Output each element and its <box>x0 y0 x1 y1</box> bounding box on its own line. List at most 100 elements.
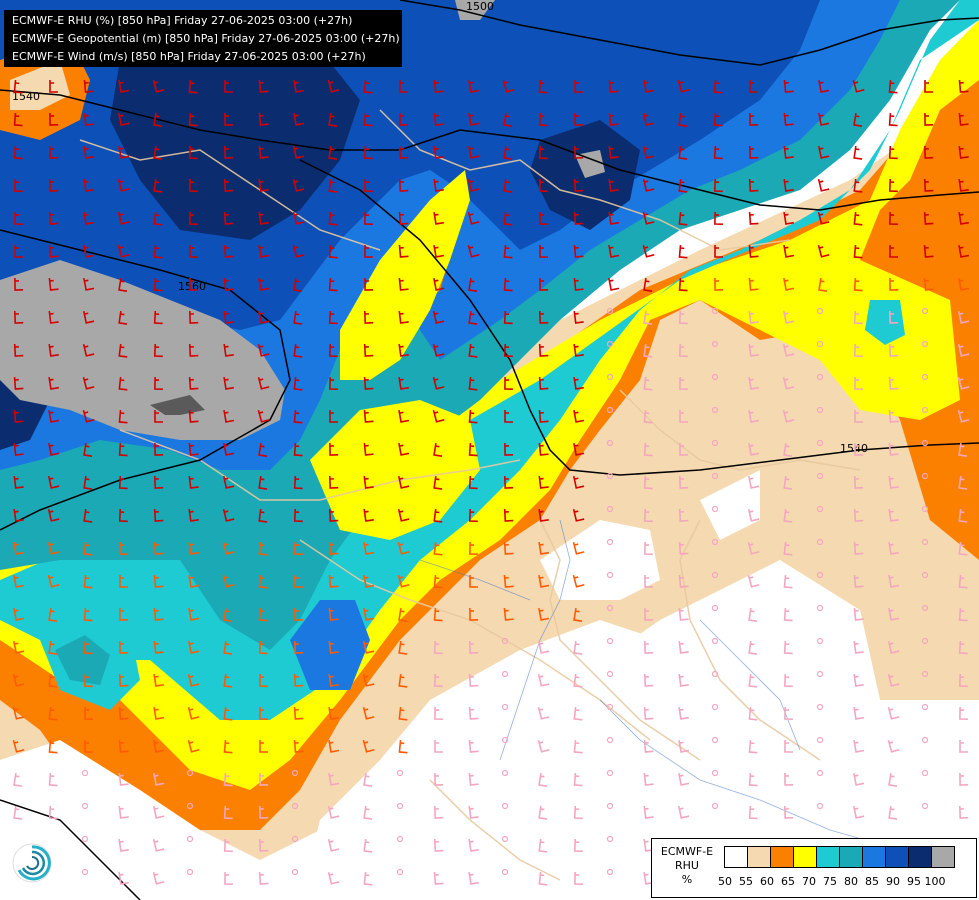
wind-barb <box>223 739 233 754</box>
wind-barb <box>888 178 898 193</box>
wind-barb <box>816 736 824 744</box>
wind-barb <box>292 244 305 258</box>
wind-barb <box>83 211 94 225</box>
wind-barb <box>606 703 614 711</box>
wind-barb <box>468 772 479 786</box>
rhu-75-island-left <box>55 635 110 685</box>
wind-barb <box>714 245 723 258</box>
rhu-95-region-2 <box>455 0 495 20</box>
legend-tick: 65 <box>781 875 795 888</box>
wind-barb <box>223 640 233 655</box>
wind-barb <box>817 211 830 225</box>
wind-barb <box>468 376 478 391</box>
wind-barb <box>48 343 59 357</box>
wind-barb <box>644 541 653 555</box>
wind-barb <box>328 211 338 226</box>
wind-barb <box>643 508 653 523</box>
wind-barb <box>48 640 58 655</box>
wind-barb <box>432 343 445 357</box>
wind-barb <box>606 868 614 876</box>
wind-barb <box>153 673 164 687</box>
wind-barb <box>957 310 970 324</box>
wind-barb <box>84 706 93 720</box>
wind-barb <box>48 277 59 291</box>
wind-barb <box>468 706 479 720</box>
wind-barb <box>538 574 550 588</box>
wind-barb <box>818 79 830 93</box>
wind-barb <box>538 805 548 820</box>
wind-barb <box>538 772 548 787</box>
wind-barb <box>47 574 60 588</box>
wind-barb <box>816 439 824 447</box>
wind-barb <box>711 538 719 546</box>
wind-barb <box>363 508 374 522</box>
rhu-50-region-east <box>700 470 760 540</box>
wind-barb <box>48 607 58 622</box>
wind-barb <box>362 640 375 654</box>
wind-barb <box>503 607 514 621</box>
wind-barb <box>153 508 164 522</box>
wind-barb <box>537 640 550 654</box>
wind-barb <box>748 805 758 820</box>
wind-barb <box>363 838 373 853</box>
wind-barb <box>713 112 723 127</box>
wind-barb <box>816 373 824 381</box>
wind-barb <box>259 772 269 786</box>
wind-barb <box>118 409 128 424</box>
wind-barb <box>363 442 374 456</box>
wind-barb <box>818 277 828 292</box>
wind-barb <box>887 640 900 654</box>
wind-barb <box>714 277 724 291</box>
wind-barb <box>398 706 408 721</box>
wind-barb <box>293 706 304 720</box>
wind-barb <box>291 835 299 843</box>
wind-barb <box>83 277 95 291</box>
wind-barb <box>293 475 303 490</box>
wind-barb <box>434 706 443 720</box>
wind-barb <box>501 868 509 876</box>
wind-barb <box>222 541 235 555</box>
wind-barb <box>48 706 58 721</box>
wind-barb <box>223 409 235 423</box>
wind-barb <box>397 541 410 555</box>
wind-barb <box>958 640 968 655</box>
wind-barb <box>921 769 929 777</box>
wind-barb <box>328 112 338 127</box>
wind-barb <box>293 277 303 292</box>
wind-barb <box>678 508 689 522</box>
wind-barb <box>152 79 165 93</box>
wind-barb <box>817 145 830 159</box>
wind-barb <box>608 178 619 192</box>
legend-swatch <box>747 846 771 868</box>
wind-barb <box>468 409 478 424</box>
wind-barb <box>81 802 89 810</box>
wind-barb <box>12 673 25 687</box>
contour-label-1540-south: 1540 <box>840 442 868 455</box>
wind-barb <box>711 802 719 810</box>
wind-barb <box>329 410 338 423</box>
wind-barb <box>433 508 443 523</box>
wind-barb <box>711 406 719 414</box>
wind-barb <box>363 607 375 621</box>
wind-barb <box>921 373 929 381</box>
wind-barb <box>362 739 375 753</box>
wind-barb <box>538 607 550 621</box>
wind-barb <box>258 211 269 225</box>
wind-barb <box>643 376 653 391</box>
wind-barb <box>432 376 445 390</box>
wind-barb <box>711 637 719 645</box>
wind-barb <box>187 640 200 654</box>
wind-barb <box>433 442 443 457</box>
wind-barb <box>921 307 929 315</box>
wind-barb <box>678 541 689 555</box>
wind-barb <box>643 706 654 720</box>
wind-barb <box>678 673 689 687</box>
wind-barb <box>678 145 688 160</box>
wind-barb <box>364 245 373 258</box>
wind-barb <box>398 145 409 159</box>
wind-barb <box>888 442 899 456</box>
wind-barb <box>189 277 199 291</box>
wind-barb <box>642 244 655 258</box>
wind-barb <box>748 673 758 688</box>
wind-barb <box>679 442 689 456</box>
